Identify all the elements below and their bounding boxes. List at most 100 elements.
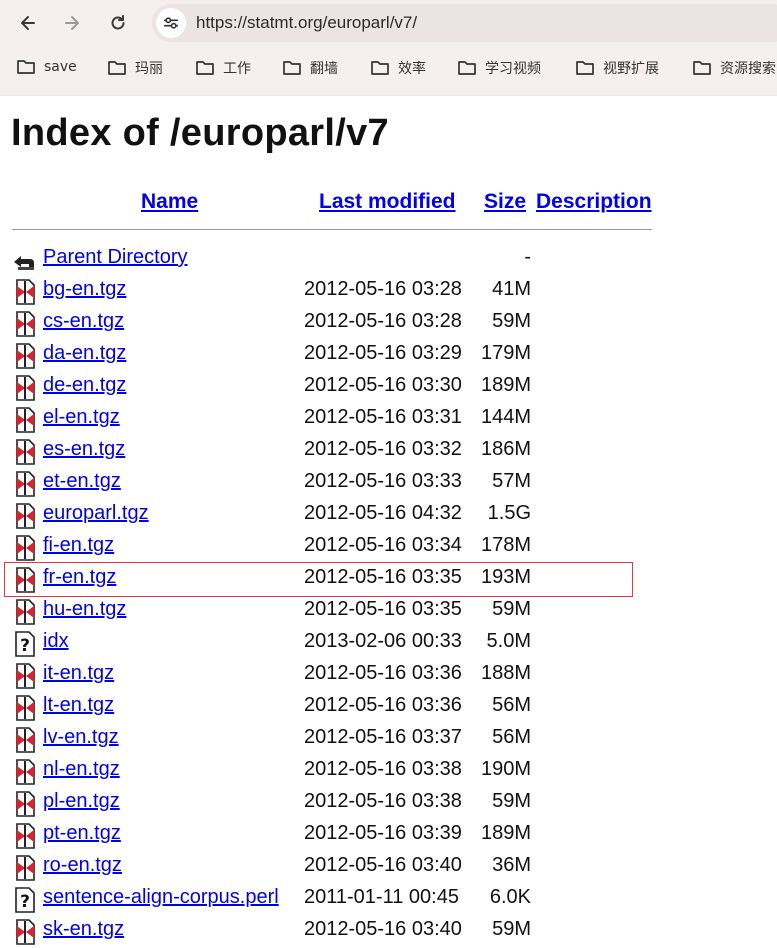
file-size: 56M <box>492 694 531 716</box>
file-link[interactable]: idx <box>43 630 69 652</box>
table-row: fi-en.tgz 2012-05-16 03:34 178M <box>0 532 777 564</box>
bookmark-folder[interactable]: 翻墙 <box>282 58 338 78</box>
file-link[interactable]: nl-en.tgz <box>43 758 120 780</box>
file-date: 2012-05-16 03:38 <box>304 790 462 812</box>
archive-file-icon <box>16 695 35 721</box>
archive-file-icon <box>16 311 35 337</box>
file-date: 2012-05-16 03:35 <box>304 566 462 588</box>
arrow-left-icon <box>21 16 35 30</box>
address-bar[interactable]: https://statmt.org/europarl/v7/ <box>152 4 777 42</box>
bookmark-label: save <box>44 59 77 75</box>
table-row: pl-en.tgz 2012-05-16 03:38 59M <box>0 788 777 820</box>
file-date: 2012-05-16 03:28 <box>304 310 462 332</box>
bookmark-folder[interactable]: 玛丽 <box>107 58 163 78</box>
svg-text:?: ? <box>20 892 30 912</box>
file-link[interactable]: fr-en.tgz <box>43 566 117 588</box>
file-link[interactable]: lv-en.tgz <box>43 726 119 748</box>
bookmark-label: 效率 <box>398 61 426 77</box>
reload-button[interactable] <box>106 11 130 35</box>
folder-icon <box>576 61 594 75</box>
file-link[interactable]: it-en.tgz <box>43 662 115 684</box>
parent-directory-link[interactable]: Parent Directory <box>43 246 188 268</box>
file-link[interactable]: pt-en.tgz <box>43 822 121 844</box>
file-date: 2012-05-16 04:32 <box>304 502 462 524</box>
bookmark-folder[interactable]: save <box>16 58 77 76</box>
archive-file-icon <box>16 471 35 497</box>
file-date: 2012-05-16 03:31 <box>304 406 462 428</box>
file-link[interactable]: hu-en.tgz <box>43 598 127 620</box>
column-header-description[interactable]: Description <box>536 190 652 213</box>
column-header-name[interactable]: Name <box>141 190 199 213</box>
file-link[interactable]: europarl.tgz <box>43 502 149 524</box>
svg-text:?: ? <box>20 636 30 656</box>
archive-file-icon <box>16 279 35 305</box>
site-info-button[interactable] <box>156 8 186 38</box>
bookmark-folder[interactable]: 工作 <box>195 58 251 78</box>
file-link[interactable]: pl-en.tgz <box>43 790 120 812</box>
file-size: 36M <box>492 854 531 876</box>
file-link[interactable]: de-en.tgz <box>43 374 127 396</box>
parent-directory-row: Parent Directory - <box>0 244 777 276</box>
file-link[interactable]: cs-en.tgz <box>43 310 125 332</box>
table-row: bg-en.tgz 2012-05-16 03:28 41M <box>0 276 777 308</box>
archive-file-icon <box>16 535 35 561</box>
table-row: lt-en.tgz 2012-05-16 03:36 56M <box>0 692 777 724</box>
folder-icon <box>693 61 711 75</box>
bookmark-folder[interactable]: 学习视频 <box>457 58 541 78</box>
file-link[interactable]: da-en.tgz <box>43 342 127 364</box>
bookmark-folder[interactable]: 资源搜索 <box>692 58 776 78</box>
file-date: 2012-05-16 03:32 <box>304 438 462 460</box>
forward-button[interactable] <box>60 11 84 35</box>
file-link[interactable]: fi-en.tgz <box>43 534 115 556</box>
file-link[interactable]: bg-en.tgz <box>43 278 127 300</box>
parent-directory-size: - <box>524 246 531 268</box>
file-size: 5.0M <box>486 630 531 652</box>
file-link[interactable]: et-en.tgz <box>43 470 121 492</box>
file-size: 59M <box>492 918 531 940</box>
table-row: es-en.tgz 2012-05-16 03:32 186M <box>0 436 777 468</box>
file-link[interactable]: lt-en.tgz <box>43 694 115 716</box>
file-date: 2012-05-16 03:38 <box>304 758 462 780</box>
table-row: ? sentence-align-corpus.perl 2011-01-11 00… <box>0 884 777 916</box>
file-date: 2012-05-16 03:40 <box>304 854 462 876</box>
header-divider <box>12 229 652 230</box>
file-date: 2012-05-16 03:30 <box>304 374 462 396</box>
table-row: ro-en.tgz 2012-05-16 03:40 36M <box>0 852 777 884</box>
file-date: 2012-05-16 03:37 <box>304 726 462 748</box>
bookmark-label: 工作 <box>223 61 251 77</box>
file-size: 188M <box>480 662 531 684</box>
file-link[interactable]: sk-en.tgz <box>43 918 125 940</box>
back-button[interactable] <box>16 11 40 35</box>
file-size: 59M <box>492 598 531 620</box>
unknown-file-icon: ? <box>15 631 35 657</box>
bookmark-folder[interactable]: 效率 <box>370 58 426 78</box>
arrow-right-icon <box>65 16 79 30</box>
file-size: 179M <box>480 342 531 364</box>
column-header-size[interactable]: Size <box>484 190 527 213</box>
file-size: 178M <box>480 534 531 556</box>
file-size: 41M <box>492 278 531 300</box>
folder-icon <box>108 61 126 75</box>
file-link[interactable]: el-en.tgz <box>43 406 120 428</box>
file-size: 6.0K <box>489 886 531 908</box>
file-link[interactable]: sentence-align-corpus.perl <box>43 886 279 908</box>
table-row: sk-en.tgz 2012-05-16 03:40 59M <box>0 916 777 948</box>
file-link[interactable]: ro-en.tgz <box>43 854 122 876</box>
reload-icon <box>111 15 125 30</box>
file-size: 144M <box>480 406 531 428</box>
file-size: 59M <box>492 310 531 332</box>
archive-file-icon <box>16 343 35 369</box>
file-size: 189M <box>480 374 531 396</box>
back-folder-icon <box>14 256 34 270</box>
bookmark-folder[interactable]: 视野扩展 <box>575 58 659 78</box>
bookmark-label: 资源搜索 <box>720 61 776 77</box>
archive-file-icon <box>16 823 35 849</box>
file-date: 2012-05-16 03:40 <box>304 918 462 940</box>
column-header-last-modified[interactable]: Last modified <box>319 190 456 213</box>
archive-file-icon <box>16 791 35 817</box>
archive-file-icon <box>16 759 35 785</box>
table-row: el-en.tgz 2012-05-16 03:31 144M <box>0 404 777 436</box>
file-link[interactable]: es-en.tgz <box>43 438 126 460</box>
file-date: 2011-01-11 00:45 <box>304 886 459 908</box>
folder-icon <box>17 60 35 74</box>
